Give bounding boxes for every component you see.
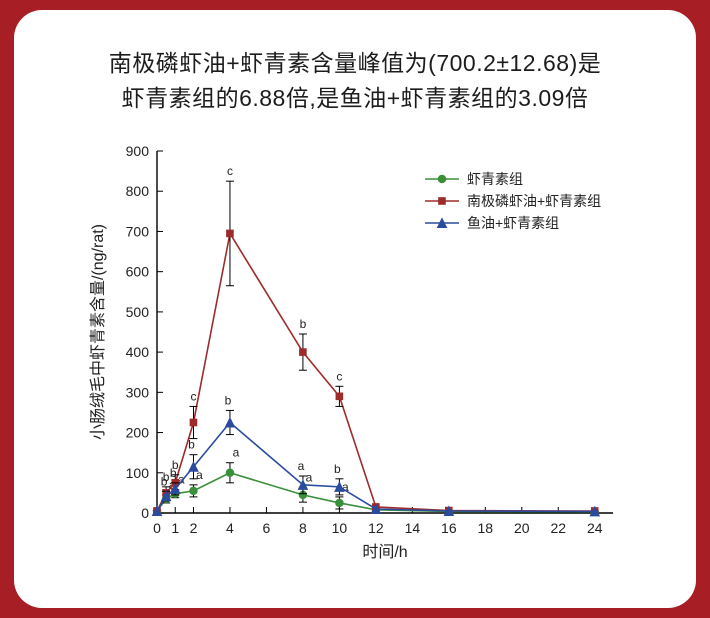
svg-text:a: a [298, 459, 305, 473]
svg-text:小肠绒毛中虾青素含量/(ng/rat): 小肠绒毛中虾青素含量/(ng/rat) [89, 224, 107, 440]
svg-text:14: 14 [405, 520, 421, 536]
svg-text:0: 0 [141, 505, 149, 521]
svg-text:22: 22 [550, 520, 566, 536]
title-line-1: 南极磷虾油+虾青素含量峰值为(700.2±12.68)是 [109, 50, 602, 76]
svg-text:4: 4 [226, 520, 234, 536]
svg-text:c: c [336, 369, 342, 383]
svg-text:20: 20 [514, 520, 530, 536]
svg-text:鱼油+虾青素组: 鱼油+虾青素组 [467, 215, 559, 231]
svg-text:900: 900 [126, 143, 150, 159]
svg-text:100: 100 [126, 465, 150, 481]
svg-text:时间/h: 时间/h [362, 543, 407, 561]
svg-text:1: 1 [171, 520, 179, 536]
card-title: 南极磷虾油+虾青素含量峰值为(700.2±12.68)是 虾青素组的6.88倍,… [34, 46, 676, 115]
svg-text:a: a [233, 446, 240, 460]
svg-text:16: 16 [441, 520, 457, 536]
svg-text:200: 200 [126, 425, 150, 441]
svg-text:24: 24 [587, 520, 603, 536]
svg-text:b: b [225, 393, 232, 407]
svg-text:c: c [227, 164, 233, 178]
svg-text:a: a [306, 471, 313, 485]
svg-text:b: b [300, 317, 307, 331]
svg-text:18: 18 [478, 520, 494, 536]
svg-text:虾青素组: 虾青素组 [467, 171, 523, 187]
svg-text:c: c [190, 389, 196, 403]
svg-text:400: 400 [126, 344, 150, 360]
svg-text:b: b [188, 438, 195, 452]
svg-text:10: 10 [332, 520, 348, 536]
info-card: 南极磷虾油+虾青素含量峰值为(700.2±12.68)是 虾青素组的6.88倍,… [14, 10, 696, 608]
title-line-2: 虾青素组的6.88倍,是鱼油+虾青素组的3.09倍 [122, 85, 589, 111]
svg-text:2: 2 [190, 520, 198, 536]
svg-text:600: 600 [126, 264, 150, 280]
svg-text:南极磷虾油+虾青素组: 南极磷虾油+虾青素组 [467, 193, 601, 209]
svg-text:8: 8 [299, 520, 307, 536]
svg-text:300: 300 [126, 384, 150, 400]
svg-text:6: 6 [263, 520, 271, 536]
line-chart: 0100200300400500600700800900012468101214… [85, 137, 625, 567]
svg-text:b: b [161, 474, 168, 488]
svg-text:800: 800 [126, 183, 150, 199]
svg-text:0: 0 [153, 520, 161, 536]
chart-container: 0100200300400500600700800900012468101214… [85, 137, 625, 567]
svg-text:700: 700 [126, 223, 150, 239]
svg-text:12: 12 [368, 520, 384, 536]
svg-text:b: b [334, 462, 341, 476]
svg-text:b: b [170, 466, 177, 480]
svg-text:500: 500 [126, 304, 150, 320]
